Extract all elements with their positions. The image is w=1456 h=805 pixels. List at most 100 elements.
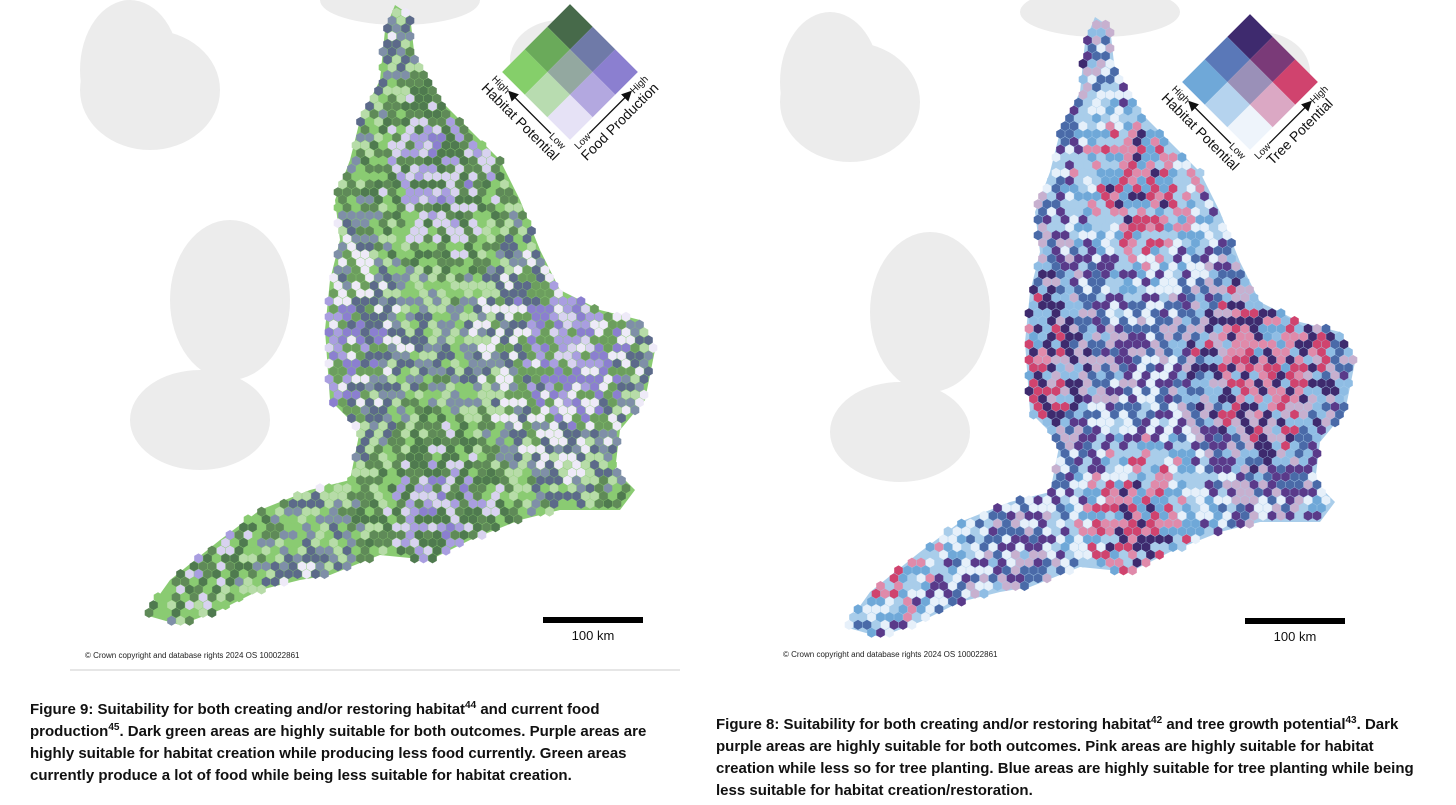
hex-cell — [275, 553, 284, 564]
hex-cell — [1029, 347, 1038, 358]
hex-cell — [477, 311, 487, 322]
hex-cell — [970, 542, 980, 552]
hex-cell — [450, 280, 460, 291]
hex-cell — [1087, 417, 1097, 428]
hex-cell — [450, 124, 460, 135]
hex-cell — [414, 265, 424, 275]
hex-cell — [1029, 300, 1038, 311]
hex-cell — [997, 573, 1007, 584]
hex-cell — [1155, 175, 1164, 186]
hex-cell — [1069, 339, 1079, 350]
hex-cell — [491, 506, 500, 517]
hex-cell — [464, 459, 473, 470]
hex-cell — [1321, 386, 1331, 397]
hex-cell — [540, 358, 550, 369]
hex-cell — [1164, 269, 1173, 280]
hex-cell — [590, 413, 599, 424]
hex-cell — [540, 327, 550, 338]
hex-cell — [1209, 425, 1218, 436]
hex-cell — [459, 327, 469, 338]
hex-cell — [1083, 51, 1092, 61]
hex-cell — [464, 522, 473, 533]
hex-cell — [1272, 362, 1281, 373]
hex-cell — [419, 179, 428, 190]
hex-cell — [1069, 152, 1079, 163]
hex-cell — [576, 358, 586, 369]
hex-cell — [1155, 300, 1164, 311]
hex-cell — [1110, 316, 1119, 326]
hex-cell — [1101, 82, 1110, 93]
hex-cell — [1299, 378, 1308, 389]
hex-cell — [934, 557, 944, 568]
hex-cell — [1074, 347, 1083, 358]
hex-cell — [1123, 370, 1133, 381]
hex-cell — [374, 101, 383, 112]
hex-cell — [966, 581, 975, 591]
hex-cell — [1213, 292, 1223, 303]
hex-cell — [369, 171, 379, 182]
hex-cell — [1254, 409, 1263, 420]
hex-cell — [410, 101, 419, 112]
hex-cell — [1200, 456, 1209, 467]
hex-cell — [1074, 440, 1083, 451]
hex-cell — [1060, 448, 1070, 459]
hex-cell — [419, 366, 428, 377]
hex-cell — [432, 530, 442, 540]
hex-cell — [405, 389, 415, 400]
hex-cell — [1177, 167, 1187, 178]
hex-cell — [374, 85, 383, 96]
hex-cell — [1213, 448, 1223, 459]
hex-cell — [594, 483, 604, 494]
hex-cell — [621, 374, 631, 385]
hex-cell — [1240, 339, 1250, 350]
hex-cell — [500, 444, 509, 455]
hex-cell — [1204, 292, 1214, 303]
hex-cell — [441, 140, 451, 151]
hex-cell — [1240, 277, 1250, 287]
hex-cell — [1038, 549, 1047, 560]
hex-cell — [360, 420, 370, 431]
hex-cell — [554, 319, 563, 330]
hex-cell — [378, 483, 388, 494]
hex-cell — [392, 54, 401, 65]
hex-cell — [1060, 432, 1070, 443]
hex-cell — [1114, 230, 1124, 241]
hex-cell — [396, 202, 406, 213]
hex-cell — [1173, 503, 1182, 513]
hex-cell — [423, 233, 433, 244]
hex-cell — [1114, 89, 1124, 100]
hex-cell — [1101, 144, 1110, 155]
hex-cell — [1155, 549, 1164, 560]
hex-cell — [1110, 222, 1119, 233]
hex-cell — [1078, 152, 1088, 163]
hex-cell — [482, 506, 491, 517]
hex-cell — [486, 452, 496, 463]
hex-cell — [1101, 393, 1110, 404]
hex-cell — [1222, 401, 1232, 412]
hex-cell — [338, 210, 347, 221]
hex-cell — [916, 588, 926, 599]
hex-cell — [306, 561, 316, 572]
hex-cell — [1317, 393, 1326, 404]
hex-cell — [338, 226, 347, 236]
hex-cell — [477, 233, 487, 244]
hex-cell — [383, 381, 392, 392]
hex-cell — [612, 374, 622, 385]
hex-cell — [1096, 58, 1106, 69]
caption-text: . Dark purple areas are highly suitable … — [716, 716, 1414, 799]
hex-cell — [369, 124, 379, 135]
hex-cell — [491, 444, 500, 455]
hex-cell — [288, 498, 298, 509]
hex-cell — [450, 420, 460, 431]
hex-cell — [549, 342, 559, 353]
hex-cell — [1065, 238, 1074, 248]
hex-cell — [1173, 440, 1182, 451]
hex-cell — [1128, 378, 1137, 389]
hex-cell — [1195, 323, 1205, 334]
hex-cell — [1195, 277, 1205, 287]
hex-cell — [464, 194, 473, 205]
hex-cell — [482, 179, 491, 190]
hex-cell — [1177, 464, 1187, 475]
hex-cell — [1249, 479, 1259, 490]
hex-cell — [495, 498, 505, 509]
